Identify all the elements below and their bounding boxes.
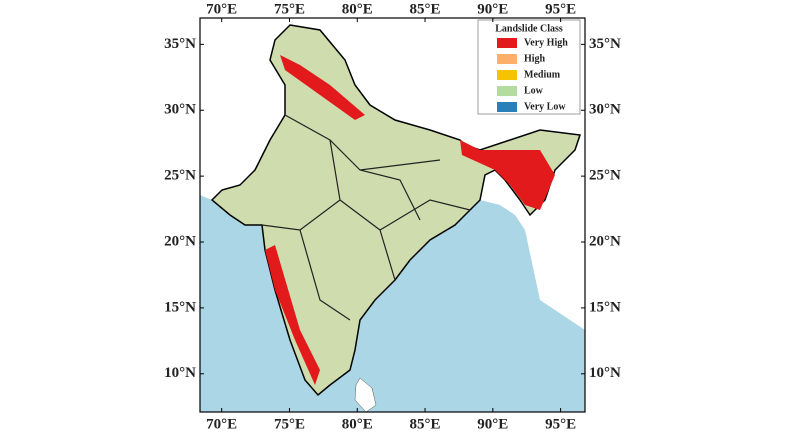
legend-swatch: [497, 70, 517, 80]
legend-swatch: [497, 54, 517, 64]
legend-title: Landslide Class: [495, 23, 563, 34]
legend-swatch: [497, 86, 517, 96]
hotspot-western-ghats: [265, 245, 320, 385]
x-tick-label-top: 80°E: [342, 1, 373, 17]
x-tick-label-bottom: 95°E: [545, 416, 576, 432]
x-tick-label-bottom: 70°E: [206, 416, 237, 432]
legend-label: Low: [524, 85, 544, 96]
legend-swatch: [497, 38, 517, 48]
y-tick-label-right: 15°N: [589, 299, 621, 315]
y-tick-label-left: 25°N: [164, 168, 196, 184]
y-tick-label-left: 10°N: [164, 365, 196, 381]
legend-swatch: [497, 102, 517, 112]
x-tick-label-bottom: 80°E: [342, 416, 373, 432]
x-tick-label-bottom: 75°E: [274, 416, 305, 432]
y-tick-label-right: 30°N: [589, 102, 621, 118]
state-borders: [261, 114, 471, 321]
legend-box: [477, 19, 581, 115]
y-tick-label-left: 20°N: [164, 233, 196, 249]
y-tick-label-left: 35°N: [164, 36, 196, 52]
y-tick-label-left: 30°N: [164, 102, 196, 118]
hotspot-himalaya: [280, 55, 365, 120]
x-tick-label-top: 75°E: [274, 1, 305, 17]
x-tick-label-top: 85°E: [410, 1, 441, 17]
y-tick-label-right: 35°N: [589, 36, 621, 52]
x-tick-label-bottom: 85°E: [410, 416, 441, 432]
hotspot-northeast: [460, 140, 555, 210]
legend-label: High: [524, 53, 546, 64]
legend-label: Very Low: [524, 101, 566, 112]
legend-label: Very High: [524, 37, 568, 48]
y-tick-label-right: 10°N: [589, 365, 621, 381]
y-tick-label-left: 15°N: [164, 299, 196, 315]
y-tick-label-right: 20°N: [589, 233, 621, 249]
y-tick-label-right: 25°N: [589, 168, 621, 184]
legend-label: Medium: [524, 69, 561, 80]
x-tick-label-top: 90°E: [477, 1, 508, 17]
x-tick-label-top: 70°E: [206, 1, 237, 17]
x-tick-label-top: 95°E: [545, 1, 576, 17]
map-frame: [199, 17, 586, 413]
legend: Landslide Class Very High High Medium Low Ve…: [477, 19, 581, 115]
x-tick-label-bottom: 90°E: [477, 416, 508, 432]
